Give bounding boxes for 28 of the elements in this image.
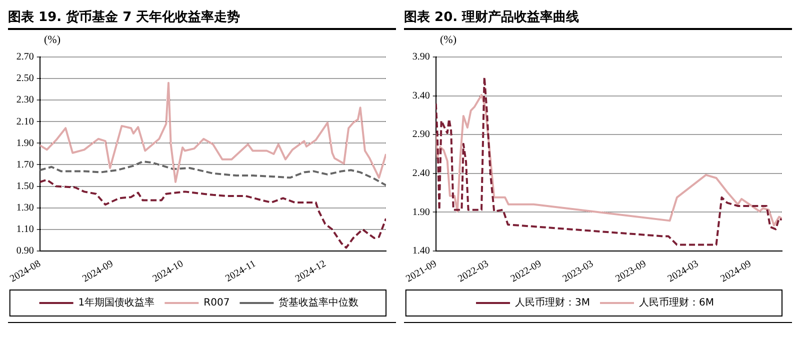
y-tick-label: 2.90 bbox=[412, 129, 430, 140]
y-axis-title: (%) bbox=[439, 34, 458, 48]
chart-title: 图表 20. 理财产品收益率曲线 bbox=[404, 8, 792, 30]
y-tick-label: 3.40 bbox=[412, 90, 430, 102]
y-tick-label: 1.90 bbox=[16, 138, 34, 149]
line-series bbox=[40, 160, 386, 186]
y-tick-label: 2.70 bbox=[16, 52, 34, 63]
legend-label: 1年期国债收益率 bbox=[78, 296, 155, 309]
y-tick-label: 1.30 bbox=[16, 202, 34, 214]
legend-label: R007 bbox=[204, 298, 230, 309]
chart-title: 图表 19. 货币基金 7 天年化收益率走势 bbox=[8, 8, 396, 30]
y-tick-label: 1.90 bbox=[412, 206, 430, 218]
y-tick-label: 2.40 bbox=[412, 168, 430, 179]
y-tick-label: 2.10 bbox=[16, 116, 34, 128]
legend-label: 货基收益率中位数 bbox=[278, 296, 359, 309]
y-tick-label: 1.40 bbox=[412, 246, 430, 257]
y-tick-label: 0.90 bbox=[16, 246, 34, 257]
y-tick-label: 2.30 bbox=[16, 94, 34, 106]
y-tick-label: 1.10 bbox=[16, 224, 34, 236]
y-tick-label: 1.70 bbox=[16, 159, 34, 170]
y-axis-title: (%) bbox=[43, 34, 62, 48]
y-tick-label: 1.50 bbox=[16, 180, 34, 192]
line-series bbox=[40, 178, 386, 249]
line-series bbox=[436, 76, 782, 246]
y-tick-label: 3.90 bbox=[412, 52, 430, 63]
legend-label: 人民币理财：6M bbox=[639, 296, 714, 309]
y-tick-label: 2.50 bbox=[16, 73, 34, 84]
legend-label: 人民币理财：3M bbox=[515, 296, 590, 309]
